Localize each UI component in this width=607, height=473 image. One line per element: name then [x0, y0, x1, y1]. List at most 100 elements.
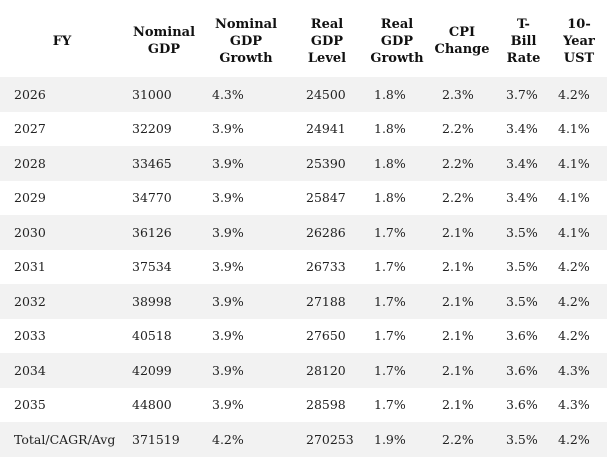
cell-real-gdp-level: 25390 — [288, 146, 366, 181]
cell-10y-ust: 4.1% — [551, 146, 607, 181]
header-real-gdp-growth: Real GDP Growth — [366, 5, 428, 77]
cell-tbill-rate: 3.5% — [496, 249, 551, 284]
cell-real-gdp-level: 27188 — [288, 284, 366, 319]
cell-cpi-change: 2.1% — [428, 215, 496, 250]
header-line: Bill — [510, 33, 537, 49]
table-row: 2027 32209 3.9% 24941 1.8% 2.2% 3.4% 4.1% — [0, 111, 607, 146]
cell-nominal-gdp: 31000 — [124, 77, 204, 112]
cell-10y-ust: 4.3% — [551, 353, 607, 388]
cell-nominal-gdp-growth: 3.9% — [204, 249, 288, 284]
cell-real-gdp-growth: 1.7% — [366, 387, 428, 422]
header-line: UST — [563, 50, 595, 66]
cell-nominal-gdp: 44800 — [124, 387, 204, 422]
cell-cpi-change: 2.1% — [428, 249, 496, 284]
cell-nominal-gdp: 40518 — [124, 318, 204, 353]
header-line: 10- — [567, 16, 591, 32]
table-row-total: Total/CAGR/Avg 371519 4.2% 270253 1.9% 2.2% 3.… — [0, 422, 607, 457]
cell-10y-ust: 4.2% — [551, 422, 607, 457]
cell-10y-ust: 4.3% — [551, 387, 607, 422]
cell-tbill-rate: 3.4% — [496, 180, 551, 215]
cell-tbill-rate: 3.6% — [496, 318, 551, 353]
table-row: 2034 42099 3.9% 28120 1.7% 2.1% 3.6% 4.3% — [0, 353, 607, 388]
cell-cpi-change: 2.1% — [428, 318, 496, 353]
cell-tbill-rate: 3.5% — [496, 284, 551, 319]
cell-10y-ust: 4.2% — [551, 249, 607, 284]
cell-10y-ust: 4.1% — [551, 180, 607, 215]
header-real-gdp-level: Real GDP Level — [288, 5, 366, 77]
header-line: Nominal — [132, 25, 196, 40]
cell-nominal-gdp-growth: 3.9% — [204, 111, 288, 146]
header-nominal-gdp: Nominal GDP — [124, 5, 204, 77]
cell-real-gdp-level: 27650 — [288, 318, 366, 353]
table-row: 2031 37534 3.9% 26733 1.7% 2.1% 3.5% 4.2% — [0, 249, 607, 284]
header-line: GDP — [380, 33, 414, 49]
table-body: 2026 31000 4.3% 24500 1.8% 2.3% 3.7% 4.2% 2027 32… — [0, 77, 607, 457]
header-line: Real — [310, 16, 344, 32]
header-row: FY Nominal GDP Nominal GDP Growth Real GDP Le… — [0, 5, 607, 77]
cell-cpi-change: 2.2% — [428, 146, 496, 181]
cell-nominal-gdp: 33465 — [124, 146, 204, 181]
table-row: 2032 38998 3.9% 27188 1.7% 2.1% 3.5% 4.2% — [0, 284, 607, 319]
header-line: Change — [434, 42, 490, 57]
cell-real-gdp-growth: 1.7% — [366, 318, 428, 353]
cell-nominal-gdp: 42099 — [124, 353, 204, 388]
cell-nominal-gdp: 37534 — [124, 249, 204, 284]
cell-fy: 2028 — [0, 146, 124, 181]
cell-nominal-gdp-growth: 3.9% — [204, 318, 288, 353]
cell-cpi-change: 2.1% — [428, 284, 496, 319]
header-10y-ust: 10- Year UST — [551, 5, 607, 77]
cell-cpi-change: 2.2% — [428, 180, 496, 215]
cell-nominal-gdp: 36126 — [124, 215, 204, 250]
cell-nominal-gdp-growth: 3.9% — [204, 146, 288, 181]
cell-tbill-rate: 3.7% — [496, 77, 551, 112]
cell-real-gdp-level: 25847 — [288, 180, 366, 215]
cell-real-gdp-growth: 1.8% — [366, 111, 428, 146]
cell-real-gdp-level: 24500 — [288, 77, 366, 112]
cell-fy: 2031 — [0, 249, 124, 284]
header-line: Rate — [506, 50, 541, 66]
header-line: Level — [307, 50, 347, 66]
cell-nominal-gdp-growth: 3.9% — [204, 284, 288, 319]
cell-fy: 2029 — [0, 180, 124, 215]
header-line: Year — [563, 33, 595, 49]
header-line: Nominal — [214, 16, 278, 32]
cell-fy: 2032 — [0, 284, 124, 319]
header-tbill-rate: T- Bill Rate — [496, 5, 551, 77]
header-line: Growth — [370, 50, 424, 66]
economic-projections-table: FY Nominal GDP Nominal GDP Growth Real GDP Le… — [0, 5, 607, 457]
cell-10y-ust: 4.1% — [551, 111, 607, 146]
cell-cpi-change: 2.1% — [428, 387, 496, 422]
cell-real-gdp-growth: 1.8% — [366, 180, 428, 215]
header-line: GDP — [229, 33, 263, 49]
table-row: 2033 40518 3.9% 27650 1.7% 2.1% 3.6% 4.2% — [0, 318, 607, 353]
cell-tbill-rate: 3.4% — [496, 111, 551, 146]
table-header: FY Nominal GDP Nominal GDP Growth Real GDP Le… — [0, 5, 607, 77]
cell-nominal-gdp-growth: 3.9% — [204, 353, 288, 388]
cell-fy: 2034 — [0, 353, 124, 388]
cell-real-gdp-level: 26733 — [288, 249, 366, 284]
header-line: Real — [380, 16, 414, 32]
cell-fy: 2030 — [0, 215, 124, 250]
cell-real-gdp-level: 24941 — [288, 111, 366, 146]
header-fy: FY — [0, 5, 124, 77]
cell-fy: 2026 — [0, 77, 124, 112]
cell-real-gdp-growth: 1.8% — [366, 146, 428, 181]
cell-fy: 2033 — [0, 318, 124, 353]
cell-cpi-change: 2.3% — [428, 77, 496, 112]
table-row: 2030 36126 3.9% 26286 1.7% 2.1% 3.5% 4.1% — [0, 215, 607, 250]
cell-tbill-rate: 3.6% — [496, 387, 551, 422]
cell-fy: 2027 — [0, 111, 124, 146]
cell-tbill-rate: 3.6% — [496, 353, 551, 388]
cell-fy: 2035 — [0, 387, 124, 422]
cell-real-gdp-level: 28120 — [288, 353, 366, 388]
cell-cpi-change: 2.2% — [428, 111, 496, 146]
cell-tbill-rate: 3.5% — [496, 422, 551, 457]
header-line: GDP — [147, 42, 181, 57]
cell-cpi-change: 2.1% — [428, 353, 496, 388]
header-cpi-change: CPI Change — [428, 5, 496, 77]
cell-real-gdp-growth: 1.9% — [366, 422, 428, 457]
header-line: GDP — [310, 33, 344, 49]
table-row: 2029 34770 3.9% 25847 1.8% 2.2% 3.4% 4.1% — [0, 180, 607, 215]
cell-nominal-gdp: 371519 — [124, 422, 204, 457]
